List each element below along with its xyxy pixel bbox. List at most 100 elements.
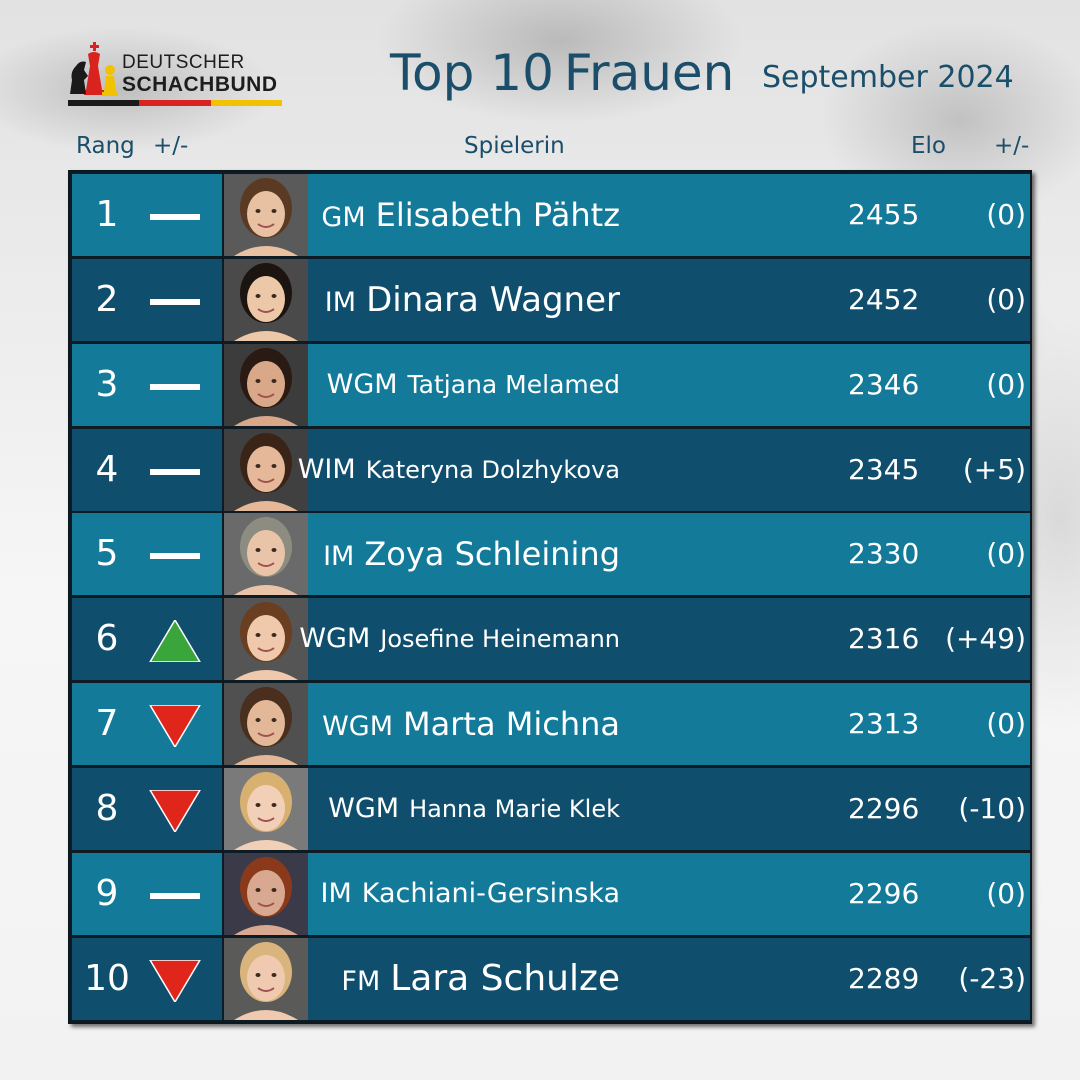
avatar-icon — [234, 772, 298, 850]
rank-number: 3 — [95, 364, 119, 405]
player-name: Tatjana Melamed — [407, 370, 620, 399]
player-name-group: WGM Josefine Heinemann — [299, 598, 620, 680]
column-header-rank-change: +/- — [153, 133, 189, 159]
elo-rating: 2452 — [848, 283, 920, 316]
player-cell: FM Lara Schulze 2289 (-23) — [308, 938, 1030, 1020]
elo-change: (-10) — [958, 792, 1026, 825]
table-row: 6 WGM Josefine Heinemann 2316 (+49) — [72, 598, 1030, 680]
chess-title: WGM — [322, 711, 394, 742]
rank-number: 10 — [84, 958, 130, 999]
elo-rating: 2296 — [848, 877, 920, 910]
table-row: 2 IM Dinara Wagner 2452 (0) — [72, 259, 1030, 341]
rank-number: 1 — [95, 194, 119, 235]
trend-unchanged-icon — [150, 214, 200, 220]
rank-number: 2 — [95, 279, 119, 320]
elo-rating: 2455 — [848, 198, 920, 231]
table-row: 10 FM Lara Schulze 2289 (-23) — [72, 938, 1030, 1020]
trend-unchanged-icon — [150, 384, 200, 390]
chess-title: IM — [320, 878, 352, 909]
rank-cell: 9 — [72, 853, 222, 935]
ranking-table: 1 GM Elisabeth Pähtz 2455 (0) 2 IM Dinara Wagne… — [68, 170, 1032, 1024]
rank-number: 4 — [95, 449, 119, 490]
player-name: Kachiani-Gersinska — [361, 878, 620, 909]
trend-down-icon — [149, 790, 201, 832]
player-name-group: IM Zoya Schleining — [323, 513, 620, 595]
rank-number: 7 — [95, 703, 119, 744]
logo-text-line1: DEUTSCHER — [122, 52, 245, 73]
chess-title: IM — [323, 541, 355, 572]
avatar-icon — [234, 433, 298, 511]
elo-change: (+5) — [962, 453, 1026, 486]
trend-unchanged-icon — [150, 469, 200, 475]
chess-title: WGM — [326, 369, 398, 400]
table-row: 8 WGM Hanna Marie Klek 2296 (-10) — [72, 768, 1030, 850]
logo-text-line2: SCHACHBUND — [122, 73, 278, 96]
player-photo — [224, 683, 308, 765]
player-photo — [224, 513, 308, 595]
column-header-player: Spielerin — [464, 133, 565, 159]
player-name-group: FM Lara Schulze — [341, 938, 620, 1020]
player-name: Marta Michna — [403, 705, 620, 743]
trend-down-icon — [149, 960, 201, 1002]
rank-number: 6 — [95, 618, 119, 659]
player-cell: IM Kachiani-Gersinska 2296 (0) — [308, 853, 1030, 935]
player-name: Kateryna Dolzhykova — [365, 456, 620, 484]
avatar-icon — [234, 263, 298, 341]
elo-rating: 2346 — [848, 368, 920, 401]
avatar-icon — [234, 517, 298, 595]
elo-change: (0) — [986, 877, 1026, 910]
player-cell: WGM Marta Michna 2313 (0) — [308, 683, 1030, 765]
player-name-group: WGM Hanna Marie Klek — [328, 768, 620, 850]
rank-cell: 8 — [72, 768, 222, 850]
player-photo — [224, 853, 308, 935]
chess-pieces-icon — [70, 42, 118, 96]
avatar-icon — [234, 348, 298, 426]
table-row: 4 WIM Kateryna Dolzhykova 2345 (+5) — [72, 429, 1030, 511]
avatar-icon — [234, 687, 298, 765]
rank-cell: 1 — [72, 174, 222, 256]
rank-number: 8 — [95, 788, 119, 829]
rank-cell: 4 — [72, 429, 222, 511]
title-top10: Top 10 — [390, 44, 554, 102]
rank-cell: 10 — [72, 938, 222, 1020]
elo-rating: 2313 — [848, 707, 920, 740]
avatar-icon — [234, 857, 298, 935]
player-cell: GM Elisabeth Pähtz 2455 (0) — [308, 174, 1030, 256]
page-title: Top 10 Frauen — [390, 44, 734, 102]
elo-rating: 2345 — [848, 453, 920, 486]
avatar-icon — [234, 942, 298, 1020]
player-photo — [224, 938, 308, 1020]
elo-change: (0) — [986, 537, 1026, 570]
elo-rating: 2330 — [848, 537, 920, 570]
trend-unchanged-icon — [150, 893, 200, 899]
trend-up-icon — [149, 620, 201, 662]
trend-down-icon — [149, 705, 201, 747]
elo-rating: 2316 — [848, 622, 920, 655]
rank-number: 9 — [95, 873, 119, 914]
player-name: Elisabeth Pähtz — [375, 196, 620, 234]
chess-title: FM — [341, 966, 381, 997]
elo-change: (0) — [986, 368, 1026, 401]
dsb-logo: DEUTSCHER SCHACHBUND — [68, 40, 284, 106]
rank-cell: 3 — [72, 344, 222, 426]
player-cell: WIM Kateryna Dolzhykova 2345 (+5) — [298, 429, 1030, 511]
player-name-group: IM Kachiani-Gersinska — [321, 853, 620, 935]
table-row: 5 IM Zoya Schleining 2330 (0) — [72, 513, 1030, 595]
trend-unchanged-icon — [150, 299, 200, 305]
player-name-group: WGM Tatjana Melamed — [327, 344, 620, 426]
player-cell: IM Zoya Schleining 2330 (0) — [308, 513, 1030, 595]
player-photo — [224, 598, 308, 680]
trend-unchanged-icon — [150, 553, 200, 559]
chess-title: WGM — [299, 623, 371, 654]
ranking-date: September 2024 — [762, 60, 1014, 95]
avatar-icon — [234, 178, 298, 256]
player-photo — [224, 768, 308, 850]
avatar-icon — [234, 602, 298, 680]
player-name-group: GM Elisabeth Pähtz — [321, 174, 620, 256]
player-name: Dinara Wagner — [366, 280, 620, 320]
player-name: Zoya Schleining — [364, 535, 620, 573]
player-name: Hanna Marie Klek — [409, 795, 620, 823]
player-photo — [224, 429, 308, 511]
player-name-group: WGM Marta Michna — [322, 683, 620, 765]
table-row: 7 WGM Marta Michna 2313 (0) — [72, 683, 1030, 765]
